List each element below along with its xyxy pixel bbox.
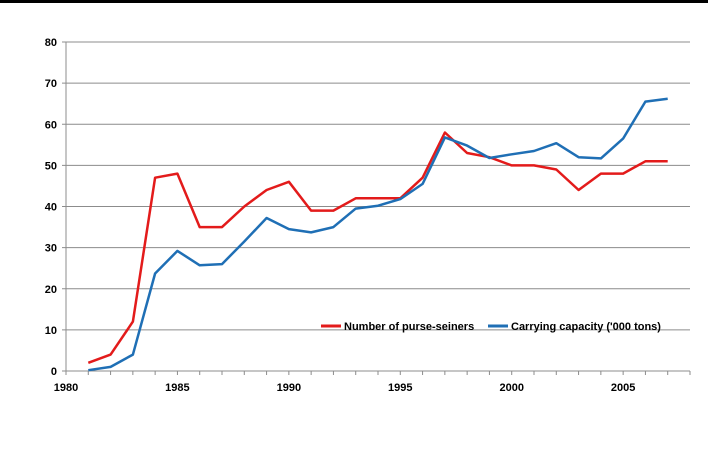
legend-label-purse-seiners: Number of purse-seiners — [344, 321, 474, 333]
x-tick-label-1980: 1980 — [54, 382, 78, 394]
x-tick-label-1995: 1995 — [388, 382, 412, 394]
series-line-purse-seiners — [87, 131, 668, 364]
series-lines — [87, 97, 668, 372]
y-tick-label-20: 20 — [45, 284, 57, 296]
gridlines — [66, 41, 690, 331]
y-tick-label-0: 0 — [51, 366, 57, 378]
y-tick-label-30: 30 — [45, 243, 57, 255]
series-line-carrying-capacity — [88, 97, 668, 372]
y-tick-label-50: 50 — [45, 160, 57, 172]
x-tick-label-2005: 2005 — [611, 382, 635, 394]
top-border-rule — [0, 0, 708, 3]
x-tick-label-1985: 1985 — [165, 382, 189, 394]
y-tick-label-60: 60 — [45, 119, 57, 131]
legend-label-carrying-capacity: Carrying capacity ('000 tons) — [511, 321, 661, 333]
x-axis-ticks: 1980 1985 1990 1995 2000 2005 — [54, 371, 691, 394]
y-axis-ticks: 0 10 20 30 40 50 60 70 80 — [45, 37, 66, 378]
x-tick-label-1990: 1990 — [277, 382, 301, 394]
y-tick-label-10: 10 — [45, 325, 57, 337]
y-tick-label-40: 40 — [45, 202, 57, 214]
legend: Number of purse-seiners Carrying capacit… — [321, 321, 661, 333]
y-tick-label-70: 70 — [45, 78, 57, 90]
x-tick-label-2000: 2000 — [499, 382, 523, 394]
y-tick-label-80: 80 — [45, 37, 57, 49]
